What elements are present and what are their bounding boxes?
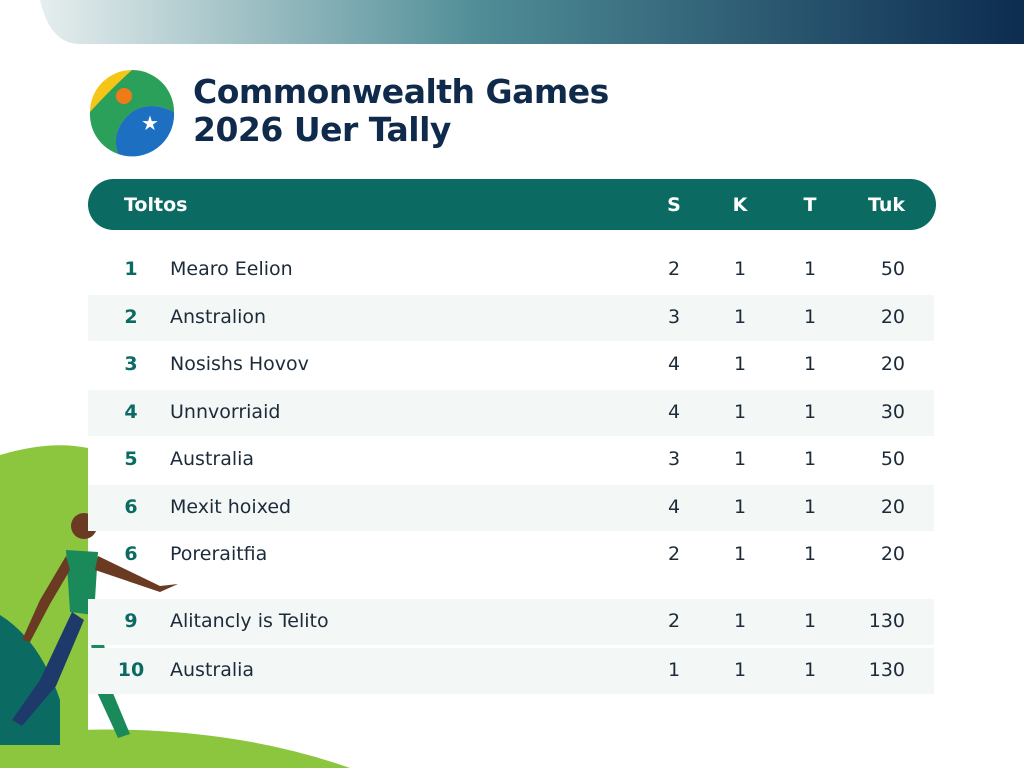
- medal-count: 1: [803, 401, 817, 423]
- medal-count: 130: [868, 659, 905, 681]
- medal-count: 1: [733, 258, 747, 280]
- title: 2026 Uer Tally: [193, 110, 451, 149]
- medal-count: 4: [667, 401, 681, 423]
- team-name: Australia: [170, 448, 255, 470]
- medal-count: 1: [733, 306, 747, 328]
- ground: [0, 729, 350, 768]
- medal-count: 4: [667, 496, 681, 518]
- medal-count: 1: [733, 610, 747, 632]
- medal-count: 1: [733, 659, 747, 681]
- team-name: Unnvorriaid: [170, 401, 281, 423]
- medal-count: 3: [667, 306, 681, 328]
- rank: 2: [124, 306, 138, 328]
- medal-count: 1: [803, 306, 817, 328]
- rank: 5: [124, 448, 138, 470]
- medal-count: 1: [803, 610, 817, 632]
- medal-count: 1: [803, 448, 817, 470]
- rank: 9: [124, 610, 138, 632]
- column-header: T: [803, 194, 817, 216]
- medal-count: 20: [880, 353, 905, 375]
- medal-count: 2: [667, 610, 681, 632]
- medal-count: 1: [667, 659, 681, 681]
- column-header: Toltos: [124, 194, 188, 216]
- medal-count: 1: [803, 353, 817, 375]
- medal-count: 20: [880, 306, 905, 328]
- hill-dark: [0, 615, 60, 745]
- medal-count: 4: [667, 353, 681, 375]
- runner: [12, 513, 178, 738]
- medal-count: 1: [733, 496, 747, 518]
- team-name: Mexit hoixed: [170, 496, 292, 518]
- row-band: [88, 295, 934, 341]
- svg-text:★: ★: [141, 111, 159, 135]
- row-band: [88, 599, 934, 645]
- column-header: K: [732, 194, 748, 216]
- rank: 4: [124, 401, 138, 423]
- medal-count: 50: [880, 448, 905, 470]
- medal-count: 50: [880, 258, 905, 280]
- medal-count: 1: [803, 258, 817, 280]
- medal-count: 1: [803, 659, 817, 681]
- medal-count: 20: [880, 496, 905, 518]
- rank: 1: [124, 258, 138, 280]
- medal-count: 1: [733, 353, 747, 375]
- row-band: [88, 485, 934, 531]
- team-name: Anstralion: [170, 306, 267, 328]
- team-name: Poreraitfia: [170, 543, 268, 565]
- medal-count: 30: [880, 401, 905, 423]
- row-band: [88, 648, 934, 694]
- rank: 6: [124, 543, 138, 565]
- team-name: Nosishs Hovov: [170, 353, 309, 375]
- logo: ★: [89, 70, 175, 157]
- column-header: S: [667, 194, 681, 216]
- rank: 10: [117, 659, 145, 681]
- rank: 3: [124, 353, 138, 375]
- medal-count: 2: [667, 543, 681, 565]
- top-banner: [40, 0, 1024, 44]
- medal-count: 130: [868, 610, 905, 632]
- rank: 6: [124, 496, 138, 518]
- medal-count: 1: [803, 496, 817, 518]
- table-header: [88, 179, 936, 230]
- medal-count: 1: [733, 401, 747, 423]
- team-name: Alitancly is Telito: [170, 610, 329, 632]
- medal-count: 2: [667, 258, 681, 280]
- medal-count: 1: [803, 543, 817, 565]
- medal-count: 20: [880, 543, 905, 565]
- medal-count: 1: [733, 543, 747, 565]
- column-header: Tuk: [867, 194, 905, 216]
- team-name: Mearo Eelion: [170, 258, 293, 280]
- medal-count: 3: [667, 448, 681, 470]
- row-band: [88, 390, 934, 436]
- team-name: Australia: [170, 659, 255, 681]
- medal-count: 1: [733, 448, 747, 470]
- title: Commonwealth Games: [193, 72, 609, 111]
